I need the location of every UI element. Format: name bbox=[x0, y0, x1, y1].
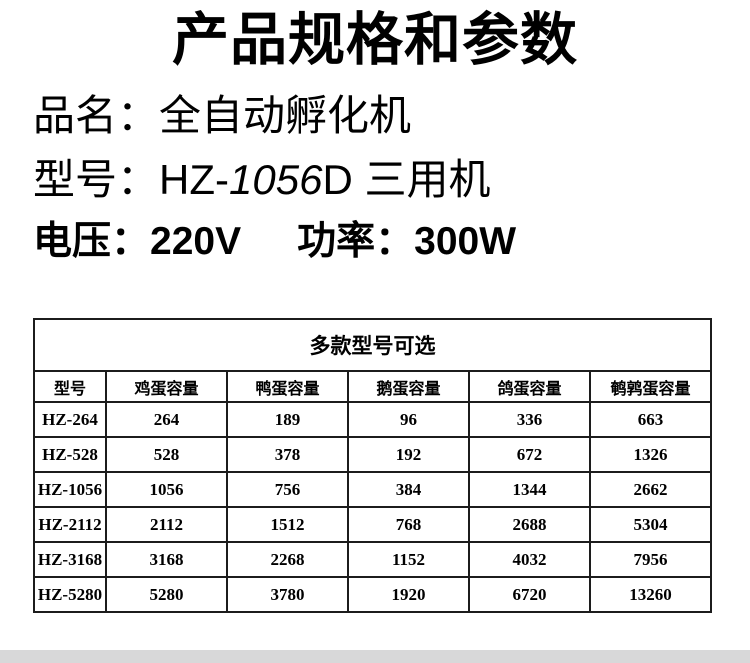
table-cell: 1056 bbox=[105, 471, 228, 508]
table-header-row: 型号 鸡蛋容量 鸭蛋容量 鹅蛋容量 鸽蛋容量 鹌鹑蛋容量 bbox=[33, 370, 713, 403]
table-cell: 1344 bbox=[468, 471, 591, 508]
footer-strip bbox=[0, 650, 750, 663]
model-cell: HZ-3168 bbox=[33, 541, 107, 578]
table-cell: 3780 bbox=[226, 576, 349, 613]
model-cell: HZ-1056 bbox=[33, 471, 107, 508]
table-cell: 672 bbox=[468, 436, 591, 473]
product-model-prefix: HZ- bbox=[159, 156, 229, 203]
table-cell: 378 bbox=[226, 436, 349, 473]
table-cell: 1152 bbox=[347, 541, 470, 578]
table-cell: 336 bbox=[468, 401, 591, 438]
column-header-quail-egg: 鹌鹑蛋容量 bbox=[588, 370, 713, 403]
product-name-line: 品名：全自动孵化机 bbox=[33, 88, 411, 144]
table-row: HZ-5280 5280 3780 1920 6720 13260 bbox=[33, 576, 713, 613]
table-cell: 1326 bbox=[588, 436, 713, 473]
model-cell: HZ-264 bbox=[33, 401, 107, 438]
model-cell: HZ-528 bbox=[33, 436, 107, 473]
power-value: 300W bbox=[414, 220, 517, 263]
voltage-power-line: 电压：220V 功率：300W bbox=[33, 216, 516, 268]
table-cell: 3168 bbox=[105, 541, 228, 578]
table-cell: 96 bbox=[347, 401, 470, 438]
table-cell: 2662 bbox=[588, 471, 713, 508]
table-row: HZ-3168 3168 2268 1152 4032 7956 bbox=[33, 541, 713, 578]
table-title: 多款型号可选 bbox=[32, 318, 713, 372]
product-model-label: 型号： bbox=[33, 156, 160, 203]
product-model-number: 1056 bbox=[229, 156, 323, 203]
table-cell: 756 bbox=[226, 471, 349, 508]
column-header-chicken-egg: 鸡蛋容量 bbox=[105, 370, 228, 403]
table-cell: 192 bbox=[347, 436, 470, 473]
table-row: HZ-528 528 378 192 672 1326 bbox=[33, 436, 713, 473]
table-row: HZ-264 264 189 96 336 663 bbox=[33, 401, 713, 438]
table-row: HZ-2112 2112 1512 768 2688 5304 bbox=[33, 506, 713, 543]
table-cell: 2688 bbox=[468, 506, 591, 543]
table-cell: 6720 bbox=[468, 576, 591, 613]
table-cell: 5280 bbox=[105, 576, 228, 613]
table-cell: 189 bbox=[226, 401, 349, 438]
voltage-value: 220V bbox=[150, 220, 242, 263]
column-header-goose-egg: 鹅蛋容量 bbox=[347, 370, 470, 403]
table-cell: 2268 bbox=[226, 541, 349, 578]
power-label: 功率： bbox=[297, 220, 415, 263]
table-title-row: 多款型号可选 bbox=[32, 318, 713, 372]
table-cell: 528 bbox=[105, 436, 228, 473]
column-header-model: 型号 bbox=[33, 370, 107, 403]
table-cell: 264 bbox=[105, 401, 228, 438]
table-row: HZ-1056 1056 756 384 1344 2662 bbox=[33, 471, 713, 508]
product-model-line: 型号：HZ-1056D 三用机 bbox=[33, 152, 490, 208]
table-cell: 7956 bbox=[588, 541, 713, 578]
models-capacity-table: 多款型号可选 型号 鸡蛋容量 鸭蛋容量 鹅蛋容量 鸽蛋容量 鹌鹑蛋容量 HZ-2… bbox=[32, 318, 713, 613]
model-cell: HZ-2112 bbox=[33, 506, 107, 543]
table-cell: 768 bbox=[347, 506, 470, 543]
product-name-label: 品名： bbox=[33, 92, 160, 139]
table-cell: 663 bbox=[588, 401, 713, 438]
product-name-value: 全自动孵化机 bbox=[159, 92, 412, 139]
product-model-suffix: D 三用机 bbox=[322, 156, 491, 203]
table-cell: 2112 bbox=[105, 506, 228, 543]
model-cell: HZ-5280 bbox=[33, 576, 107, 613]
voltage-label: 电压： bbox=[33, 220, 151, 263]
table-cell: 1512 bbox=[226, 506, 349, 543]
table-cell: 384 bbox=[347, 471, 470, 508]
page-title: 产品规格和参数 bbox=[172, 8, 578, 72]
table-cell: 1920 bbox=[347, 576, 470, 613]
column-header-duck-egg: 鸭蛋容量 bbox=[226, 370, 349, 403]
column-header-pigeon-egg: 鸽蛋容量 bbox=[468, 370, 591, 403]
table-cell: 4032 bbox=[468, 541, 591, 578]
table-cell: 5304 bbox=[588, 506, 713, 543]
table-cell: 13260 bbox=[588, 576, 713, 613]
